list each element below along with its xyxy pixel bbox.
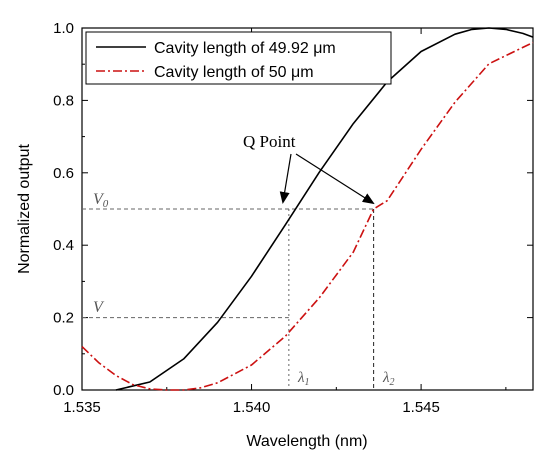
y-tick-label: 1.0 (53, 20, 74, 37)
legend-label-series-2: Cavity length of 50 μm (154, 64, 314, 81)
lambda1-label: λ1 (297, 370, 310, 388)
q-point-arrow-1 (279, 153, 292, 204)
reference-lines (82, 208, 375, 390)
series-group (81, 27, 534, 391)
y-axis-title: Normalized output (16, 144, 33, 274)
legend-label-series-1: Cavity length of 49.92 μm (154, 40, 336, 57)
q-point-label: Q Point (243, 132, 296, 151)
y-tick-label: 0.4 (53, 237, 74, 254)
lambda2-label: λ2 (382, 370, 395, 388)
x-axis-title: Wavelength (nm) (246, 433, 367, 450)
v-label: V (93, 299, 105, 316)
series-line-1 (115, 27, 534, 391)
y-tick-label: 0.8 (53, 92, 74, 109)
legend-box (85, 31, 392, 85)
v0-label: V0 (93, 191, 109, 210)
x-tick-label: 1.545 (402, 399, 440, 416)
y-tick-label: 0.6 (53, 165, 74, 182)
series-line-2 (81, 41, 534, 391)
y-tick-label: 0.2 (53, 310, 74, 327)
x-tick-label: 1.535 (63, 399, 101, 416)
x-tick-label: 1.540 (233, 399, 271, 416)
q-point-arrow-2 (295, 153, 375, 205)
axis-ticks: 0.0 0.2 0.4 0.6 0.8 1.0 1.535 1.540 1.545 (53, 20, 533, 416)
legend: Cavity length of 49.92 μm Cavity length … (85, 31, 392, 85)
y-tick-label: 0.0 (53, 382, 74, 399)
